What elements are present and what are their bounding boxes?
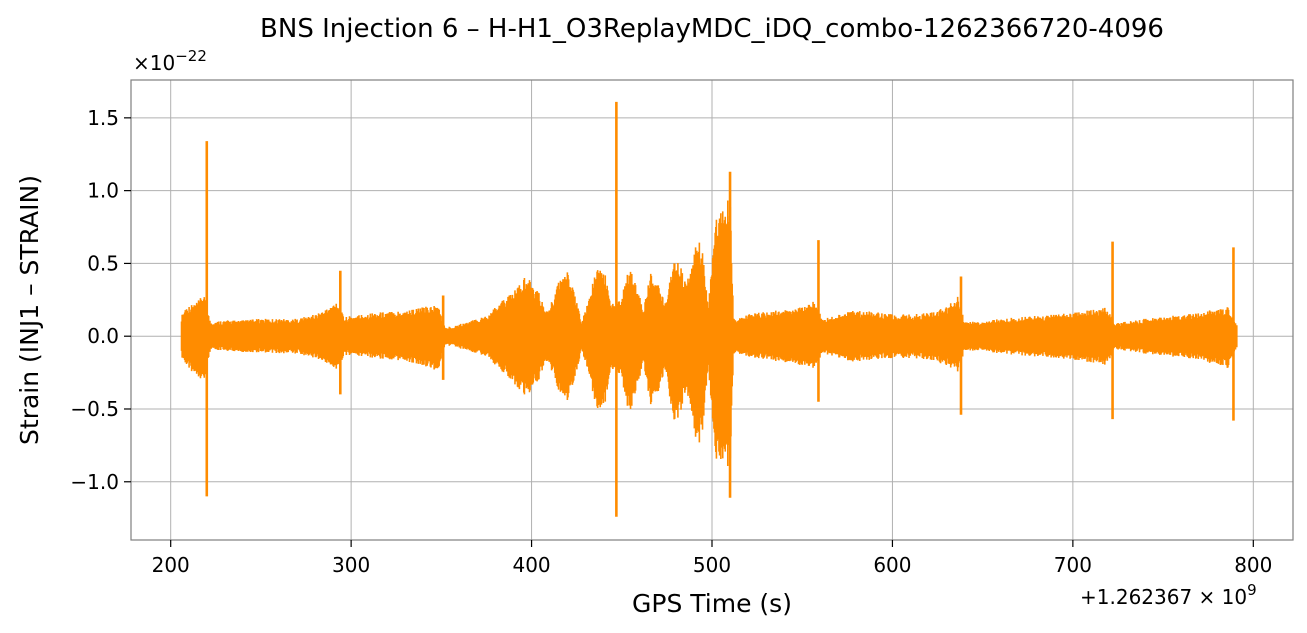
- x-tick-label: 800: [1234, 553, 1272, 577]
- y-tick-label: −1.0: [70, 470, 119, 494]
- chart-title: BNS Injection 6 – H-H1_O3ReplayMDC_iDQ_c…: [260, 14, 1164, 44]
- x-axis-ticks: 200 300 400 500 600 700 800: [152, 540, 1272, 577]
- y-axis-ticks: −1.0 −0.5 0.0 0.5 1.0 1.5: [70, 106, 131, 494]
- x-tick-label: 500: [693, 553, 731, 577]
- y-tick-label: 0.5: [87, 251, 119, 275]
- x-offset-exponent: 9: [1247, 581, 1257, 599]
- y-axis-multiplier: ×10−22: [133, 47, 207, 75]
- y-tick-label: −0.5: [70, 397, 119, 421]
- x-axis-offset: +1.262367 × 109: [1080, 581, 1257, 609]
- y-multiplier-base: ×10: [133, 51, 175, 75]
- x-tick-label: 200: [152, 553, 190, 577]
- x-axis-label: GPS Time (s): [632, 589, 792, 618]
- strain-series: [180, 101, 1238, 517]
- y-tick-label: 0.0: [87, 324, 119, 348]
- series-oscillation: [180, 200, 1238, 466]
- x-tick-label: 600: [873, 553, 911, 577]
- x-offset-base: +1.262367 × 10: [1080, 585, 1247, 609]
- x-tick-label: 300: [332, 553, 370, 577]
- y-axis-label: Strain (INJ1 – STRAIN): [15, 175, 44, 445]
- x-tick-label: 400: [512, 553, 550, 577]
- y-tick-label: 1.0: [87, 179, 119, 203]
- y-tick-label: 1.5: [87, 106, 119, 130]
- x-tick-label: 700: [1054, 553, 1092, 577]
- y-multiplier-exponent: −22: [175, 47, 207, 65]
